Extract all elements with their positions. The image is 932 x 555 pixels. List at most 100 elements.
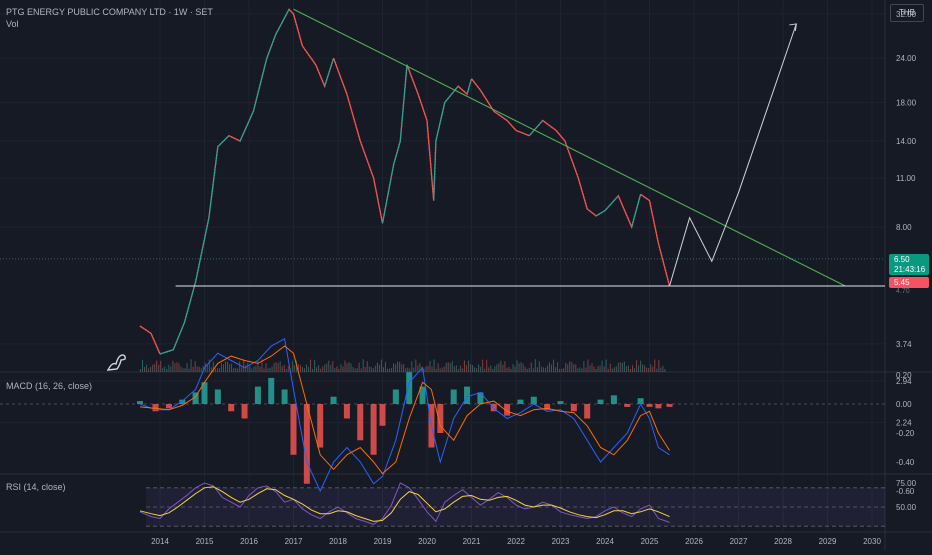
volume-bar — [492, 368, 494, 372]
volume-bar — [634, 368, 636, 372]
rsi-pane — [139, 482, 885, 527]
volume-bar — [579, 367, 581, 372]
volume-bar — [245, 365, 247, 372]
rsi-pane-label[interactable]: RSI (14, close) — [6, 482, 66, 492]
macd-histogram-bar — [241, 404, 248, 419]
volume-bar — [664, 368, 666, 372]
volume-bar — [472, 365, 474, 372]
price-segment — [471, 78, 481, 91]
volume-bar — [437, 363, 439, 372]
volume-bar — [652, 366, 654, 372]
volume-bar — [423, 368, 425, 372]
volume-bar — [328, 360, 330, 372]
volume-bar — [273, 363, 275, 372]
volume-bar — [615, 366, 617, 372]
volume-bar — [571, 361, 573, 372]
volume-bar — [518, 363, 520, 372]
volume-bar — [546, 365, 548, 372]
volume-bar — [524, 366, 526, 372]
volume-bar — [439, 368, 441, 372]
volume-bar — [494, 366, 496, 372]
price-segment — [381, 164, 395, 224]
volume-bar — [168, 364, 170, 372]
price-segment — [139, 325, 152, 335]
signal-line — [139, 345, 670, 475]
volume-bar — [433, 359, 435, 372]
volume-bar — [658, 360, 660, 372]
volume-bar — [172, 360, 174, 372]
price-segment — [631, 194, 642, 228]
projection-arrowhead — [789, 23, 797, 32]
x-tick-label: 2019 — [374, 537, 392, 546]
volume-bar — [553, 359, 555, 372]
volume-bar — [198, 366, 200, 372]
price-tick-label: 2.94 — [896, 377, 912, 386]
rsi-line — [139, 482, 670, 525]
volume-bar — [629, 368, 631, 372]
dino-logo-icon[interactable] — [106, 352, 128, 372]
volume-bar — [538, 361, 540, 372]
volume-bar — [301, 367, 303, 372]
price-segment — [301, 45, 317, 66]
volume-bar — [589, 365, 591, 372]
price-segment — [417, 93, 428, 121]
volume-bar — [486, 359, 488, 372]
macd-pane-label[interactable]: MACD (16, 26, close) — [6, 381, 93, 391]
price-segment — [159, 349, 174, 355]
volume-bar — [350, 363, 352, 372]
volume-label[interactable]: Vol — [6, 19, 19, 29]
volume-bar — [354, 368, 356, 372]
macd-histogram-bar — [530, 396, 537, 404]
price-segment — [457, 85, 468, 95]
volume-bar — [427, 365, 429, 372]
volume-bar — [648, 367, 650, 372]
volume-bar — [285, 368, 287, 372]
macd-histogram-bar — [165, 404, 172, 409]
volume-bar — [255, 366, 257, 372]
volume-bar — [259, 366, 261, 372]
macd-histogram-bar — [646, 404, 653, 407]
drawings[interactable] — [0, 8, 885, 287]
volume-bar — [243, 359, 245, 372]
macd-histogram-bar — [268, 377, 275, 404]
x-tick-label: 2020 — [418, 537, 436, 546]
volume-bar — [476, 368, 478, 372]
volume-bar — [237, 368, 239, 372]
price-tick-label: 11.00 — [896, 174, 916, 183]
currency-button[interactable]: THB — [890, 4, 924, 22]
volume-bar — [419, 363, 421, 372]
volume-bar — [644, 365, 646, 372]
price-segment — [657, 243, 671, 287]
volume-bar — [617, 362, 619, 372]
volume-bar — [399, 361, 401, 372]
volume-bar — [526, 368, 528, 372]
macd-histogram-bar — [464, 386, 471, 404]
volume-bar — [293, 365, 295, 372]
volume-bar — [662, 365, 664, 372]
macd-histogram-bar — [214, 389, 221, 404]
volume-bar — [180, 366, 182, 372]
volume-bar — [178, 363, 180, 372]
symbol-title[interactable]: PTG ENERGY PUBLIC COMPANY LTD · 1W · SET — [6, 7, 213, 17]
level-price-tag: 5.45 — [889, 277, 929, 288]
volume-bars — [139, 359, 666, 372]
volume-bar — [225, 361, 227, 372]
x-tick-label: 2016 — [240, 537, 258, 546]
volume-bar — [506, 368, 508, 372]
price-segment — [564, 140, 579, 179]
macd-histogram-bar — [192, 392, 199, 404]
rsi-ma-line — [139, 486, 670, 522]
price-segment — [172, 322, 186, 350]
price-segment — [433, 141, 437, 201]
volume-bar — [186, 362, 188, 372]
volume-bar — [461, 368, 463, 372]
volume-bar — [241, 367, 243, 372]
macd-histogram-bar — [254, 386, 261, 404]
volume-bar — [162, 368, 164, 372]
volume-bar — [192, 366, 194, 372]
volume-bar — [210, 367, 212, 372]
volume-bar — [613, 367, 615, 372]
volume-bar — [561, 368, 563, 372]
volume-bar — [397, 361, 399, 372]
